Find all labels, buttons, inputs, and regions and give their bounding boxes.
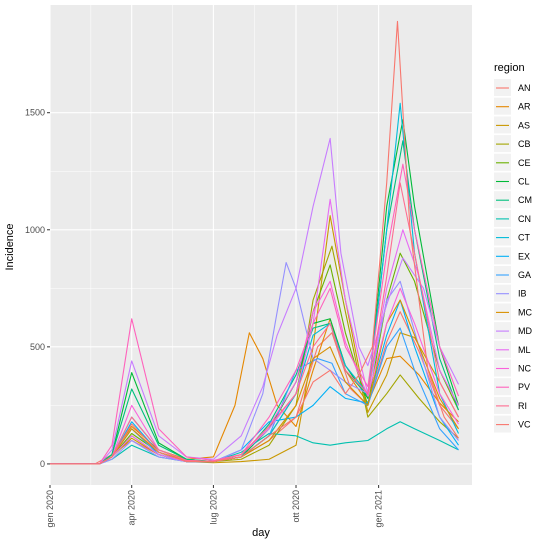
legend-label: AS — [518, 120, 530, 130]
series-line-md — [50, 137, 460, 465]
series-line-ri — [50, 182, 460, 465]
panel-background — [50, 5, 472, 485]
legend-label: IB — [518, 289, 527, 299]
legend-label: AR — [518, 102, 531, 112]
legend-label: CE — [518, 158, 531, 168]
legend-label: CN — [518, 214, 531, 224]
plot-panel — [49, 5, 472, 485]
legend-label: NC — [518, 364, 531, 374]
x-tick-label: ott 2020 — [291, 490, 301, 523]
legend-label: CT — [518, 233, 530, 243]
y-tick-label: 0 — [40, 459, 45, 469]
x-axis-title: day — [252, 527, 270, 539]
legend: region AN AR AS CB CE CL CM CN CT EX GA IB MC MD ML NC P… — [494, 62, 532, 433]
legend-label: VC — [518, 420, 531, 430]
series-line-ib — [50, 262, 459, 465]
x-tick-label: gen 2021 — [374, 490, 384, 528]
series-line-mc — [50, 299, 459, 465]
series-line-cm — [50, 140, 460, 465]
x-tick-label: lug 2020 — [208, 490, 218, 525]
y-axis: 0 500 1000 1500 — [25, 108, 50, 469]
legend-label: RI — [518, 401, 527, 411]
legend-label: CM — [518, 195, 532, 205]
y-tick-label: 500 — [30, 342, 45, 352]
legend-label: EX — [518, 251, 530, 261]
legend-label: CB — [518, 139, 531, 149]
x-axis: gen 2020 apr 2020 lug 2020 ott 2020 gen 2021 — [45, 485, 384, 528]
series-line-nc — [50, 280, 459, 465]
y-axis-title: Incidence — [4, 223, 16, 270]
x-tick-label: apr 2020 — [127, 490, 137, 526]
legend-label: MD — [518, 326, 532, 336]
legend-label: GA — [518, 270, 531, 280]
legend-label: MC — [518, 307, 532, 317]
legend-label: AN — [518, 83, 531, 93]
legend-label: CL — [518, 177, 530, 187]
series-line-as — [50, 215, 460, 465]
y-tick-label: 1000 — [25, 225, 45, 235]
series-line-pv — [50, 163, 460, 465]
legend-label: PV — [518, 382, 530, 392]
series-line-cn — [50, 421, 459, 465]
x-tick-label: gen 2020 — [45, 490, 55, 528]
y-tick-label: 1500 — [25, 108, 45, 118]
legend-title: region — [494, 62, 525, 74]
legend-label: ML — [518, 345, 531, 355]
series-line-vc — [50, 20, 459, 465]
